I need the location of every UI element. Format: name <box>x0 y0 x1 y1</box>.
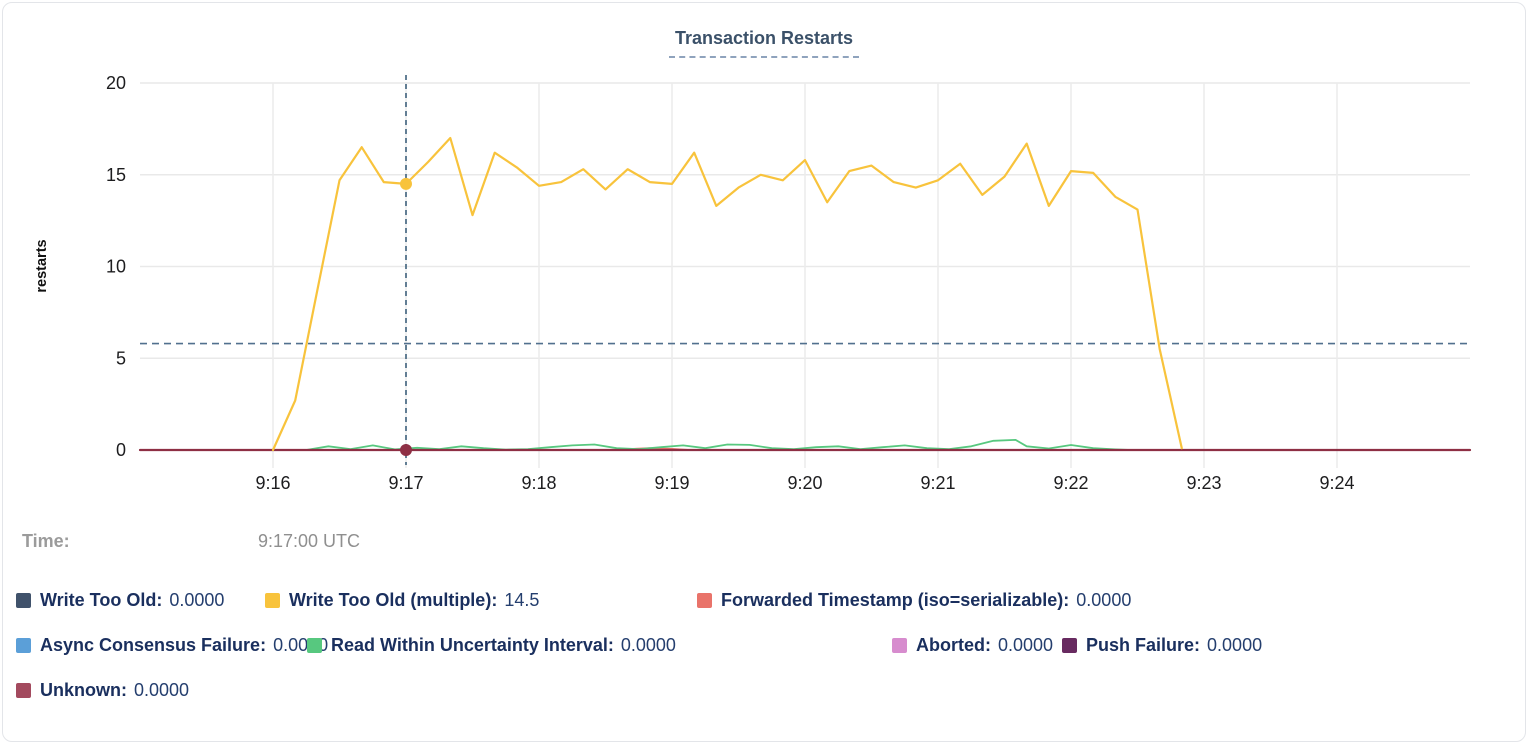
legend-item-forwarded-timestamp: Forwarded Timestamp (iso=serializable): 0… <box>697 590 1131 611</box>
legend-value: 0.0000 <box>1207 635 1263 655</box>
x-tick-label: 9:16 <box>255 473 290 493</box>
legend-value: 0.0000 <box>998 635 1054 655</box>
legend-value: 0.0000 <box>134 680 190 700</box>
legend-swatch-unknown <box>16 683 31 698</box>
legend-swatch-async-consensus-failure <box>16 638 31 653</box>
legend-label: Forwarded Timestamp (iso=serializable): <box>721 590 1070 610</box>
y-tick-label: 20 <box>106 73 126 93</box>
x-tick-label: 9:21 <box>920 473 955 493</box>
chart-title-wrap: Transaction Restarts <box>0 28 1528 58</box>
legend-value: 0.0000 <box>169 590 225 610</box>
y-tick-label: 0 <box>116 440 126 460</box>
x-tick-label: 9:18 <box>521 473 556 493</box>
legend-label: Read Within Uncertainty Interval: <box>331 635 614 655</box>
legend-label: Async Consensus Failure: <box>40 635 267 655</box>
x-tick-label: 9:24 <box>1319 473 1354 493</box>
legend-value: 0.0000 <box>620 635 676 655</box>
y-tick-label: 5 <box>116 348 126 368</box>
legend-item-write-too-old-multiple: Write Too Old (multiple): 14.5 <box>265 590 539 611</box>
legend-swatch-forwarded-timestamp <box>697 593 712 608</box>
legend-swatch-aborted <box>892 638 907 653</box>
x-tick-label: 9:23 <box>1186 473 1221 493</box>
legend-label: Unknown: <box>40 680 127 700</box>
legend-label: Aborted: <box>916 635 991 655</box>
chart-title[interactable]: Transaction Restarts <box>668 28 860 58</box>
x-tick-label: 9:17 <box>388 473 423 493</box>
x-tick-label: 9:19 <box>654 473 689 493</box>
series-line-write-too-old-multiple- <box>271 136 1183 452</box>
legend-label: Write Too Old (multiple): <box>289 590 498 610</box>
legend-item-aborted: Aborted: 0.0000 <box>892 635 1053 656</box>
legend-swatch-write-too-old <box>16 593 31 608</box>
legend-value: 14.5 <box>504 590 540 610</box>
y-axis-label: restarts <box>34 239 50 292</box>
legend-label: Push Failure: <box>1086 635 1201 655</box>
time-label: Time: <box>22 531 70 551</box>
series-line-read-within-uncertainty-interval <box>305 438 1132 451</box>
hover-dot-write-too-old-multiple- <box>400 177 412 190</box>
legend-value: 0.0000 <box>1076 590 1132 610</box>
legend-swatch-read-within-uncertainty <box>307 638 322 653</box>
hover-dot-unknown <box>400 444 412 456</box>
legend-item-write-too-old: Write Too Old: 0.0000 <box>16 590 224 611</box>
legend-swatch-push-failure <box>1062 638 1077 653</box>
legend-swatch-write-too-old-multiple <box>265 593 280 608</box>
legend-item-read-within-uncertainty: Read Within Uncertainty Interval: 0.0000 <box>307 635 676 656</box>
x-tick-label: 9:22 <box>1053 473 1088 493</box>
x-tick-label: 9:20 <box>787 473 822 493</box>
legend-item-push-failure: Push Failure: 0.0000 <box>1062 635 1262 656</box>
y-tick-label: 10 <box>106 257 126 277</box>
legend-item-unknown: Unknown: 0.0000 <box>16 680 189 701</box>
time-value: 9:17:00 UTC <box>258 531 361 551</box>
legend-item-async-consensus-failure: Async Consensus Failure: 0.0000 <box>16 635 328 656</box>
y-tick-label: 15 <box>106 165 126 185</box>
transaction-restarts-chart[interactable]: 0 5 10 15 20 9:16 9:17 9:18 9:19 9:20 9:21 9:22 9:23… <box>0 0 1528 520</box>
legend-label: Write Too Old: <box>40 590 163 610</box>
